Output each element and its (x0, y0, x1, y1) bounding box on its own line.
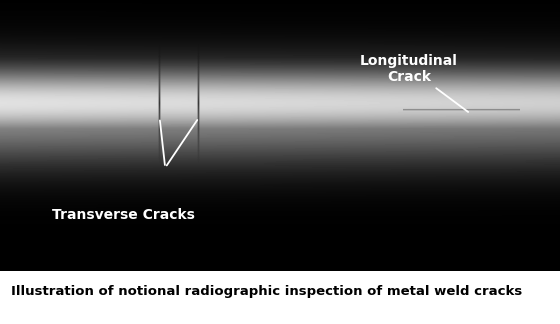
Text: Transverse Cracks: Transverse Cracks (52, 208, 195, 222)
Text: Illustration of notional radiographic inspection of metal weld cracks: Illustration of notional radiographic in… (11, 285, 522, 298)
Text: Longitudinal
Crack: Longitudinal Crack (360, 54, 458, 84)
